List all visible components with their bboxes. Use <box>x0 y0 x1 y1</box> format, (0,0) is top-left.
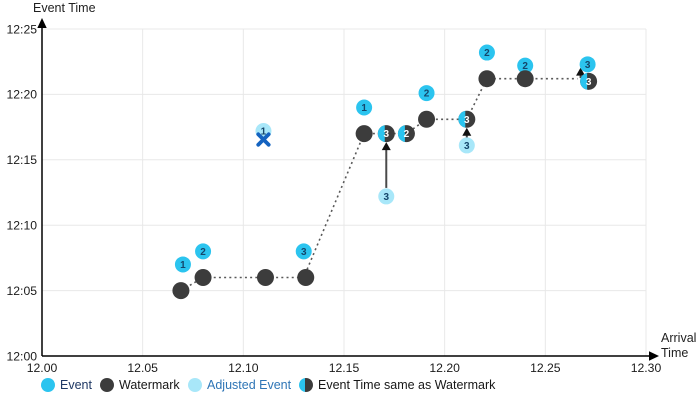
watermark-marker-icon <box>100 378 114 392</box>
marker-event-1: 1 <box>174 256 191 273</box>
legend-item-watermark: Watermark <box>100 377 180 393</box>
x-axis-title-line1: Arrival <box>661 331 696 345</box>
legend-item-adjusted-event: Adjusted Event <box>188 377 291 393</box>
watermark-dot-icon <box>418 110 436 128</box>
marker-event-3: 3 <box>295 243 312 260</box>
same-dot-cyan-icon <box>580 72 588 90</box>
marker-watermark <box>256 269 274 287</box>
dropped-event-number: 1 <box>261 127 267 138</box>
same-number: 3 <box>383 129 389 140</box>
watermark-dotted-line <box>180 77 578 292</box>
marker-adjusted-3: 3 <box>458 137 475 154</box>
x-tick-label: 12.00 <box>27 361 58 375</box>
event-dot-icon <box>356 99 373 116</box>
adjust-arrow-head-icon <box>576 67 586 76</box>
same-number: 3 <box>464 115 470 126</box>
watermark-dot-icon <box>172 282 190 300</box>
adjusted-event-dot-icon <box>378 188 395 205</box>
x-axis-title: Arrival Time <box>661 331 696 361</box>
legend-item-event: Event <box>41 377 92 393</box>
event-dot-icon <box>517 57 534 74</box>
watermark-dot-icon <box>194 269 212 287</box>
marker-same-3: 3 <box>377 125 395 143</box>
event-dot-icon <box>418 85 435 102</box>
event-marker-icon <box>41 378 55 392</box>
same-dot-cyan-icon <box>397 125 405 143</box>
adjusted-event-dot-icon <box>458 137 475 154</box>
adjusted-event-number: 3 <box>464 141 470 152</box>
same-as-watermark-marker-icon <box>299 378 313 392</box>
x-tick-label: 12.05 <box>127 361 158 375</box>
event-number: 1 <box>361 103 367 114</box>
marker-watermark <box>355 125 373 143</box>
x-tick-label: 12.20 <box>429 361 460 375</box>
event-number: 2 <box>484 48 490 59</box>
y-tick-label: 12:15 <box>7 153 38 167</box>
event-dot-icon <box>579 56 596 73</box>
event-number: 2 <box>200 247 206 258</box>
x-tick-label: 12.15 <box>329 361 360 375</box>
event-dot-icon <box>478 44 495 61</box>
marker-watermark <box>297 269 315 287</box>
x-tick-label: 12.30 <box>631 361 662 375</box>
marker-watermark <box>418 110 436 128</box>
marker-watermark <box>516 70 534 88</box>
event-number: 2 <box>522 61 528 72</box>
y-tick-label: 12:25 <box>7 22 38 36</box>
y-axis-title: Event Time <box>33 1 96 15</box>
event-number: 1 <box>180 260 186 271</box>
marker-same-2: 2 <box>397 125 415 143</box>
same-dot-cyan-icon <box>458 110 466 128</box>
marker-same-3: 3 <box>458 110 476 128</box>
event-number: 3 <box>585 60 591 71</box>
marker-event-2: 2 <box>418 85 435 102</box>
y-tick-label: 12:05 <box>7 284 38 298</box>
adjusted-event-number: 3 <box>383 192 389 203</box>
marker-watermark <box>478 70 496 88</box>
event-dot-icon <box>295 243 312 260</box>
event-dot-icon <box>174 256 191 273</box>
y-tick-label: 12:00 <box>7 349 38 363</box>
watermark-dot-icon <box>516 70 534 88</box>
watermark-dot-icon <box>355 125 373 143</box>
same-number: 2 <box>404 129 410 140</box>
marker-event-1: 1 <box>356 99 373 116</box>
marker-event-3: 3 <box>579 56 596 73</box>
legend-item-same-as-watermark: Event Time same as Watermark <box>299 377 495 393</box>
marker-dropped-1: 1 <box>255 123 272 147</box>
legend-label-watermark: Watermark <box>119 378 180 392</box>
y-tick-label: 12:20 <box>7 88 38 102</box>
event-number: 3 <box>301 247 307 258</box>
event-dot-icon <box>195 243 212 260</box>
x-tick-label: 12.25 <box>530 361 561 375</box>
same-dot-cyan-icon <box>377 125 385 143</box>
x-tick-label: 12.10 <box>228 361 259 375</box>
dropped-x-icon <box>256 132 271 147</box>
y-tick-label: 12:10 <box>7 219 38 233</box>
x-axis-arrow-icon <box>649 351 659 361</box>
marker-same-3: 3 <box>580 72 598 90</box>
event-number: 2 <box>424 89 430 100</box>
same-number: 3 <box>586 77 592 88</box>
legend-label-same-as-watermark: Event Time same as Watermark <box>318 378 496 392</box>
adjust-arrow-head-icon <box>381 142 391 151</box>
marker-event-2: 2 <box>195 243 212 260</box>
marker-adjusted-3: 3 <box>378 188 395 205</box>
legend-label-adjusted-event: Adjusted Event <box>207 378 292 392</box>
x-axis-title-line2: Time <box>661 346 689 360</box>
legend-label-event: Event <box>60 378 92 392</box>
marker-event-2: 2 <box>478 44 495 61</box>
adjust-arrow-head-icon <box>462 127 472 136</box>
watermark-dot-icon <box>478 70 496 88</box>
adjusted-event-marker-icon <box>188 378 202 392</box>
watermark-dot-icon <box>256 269 274 287</box>
marker-watermark <box>172 282 190 300</box>
marker-event-2: 2 <box>517 57 534 74</box>
watermark-dot-icon <box>297 269 315 287</box>
y-axis-arrow-icon <box>37 18 47 28</box>
marker-watermark <box>194 269 212 287</box>
